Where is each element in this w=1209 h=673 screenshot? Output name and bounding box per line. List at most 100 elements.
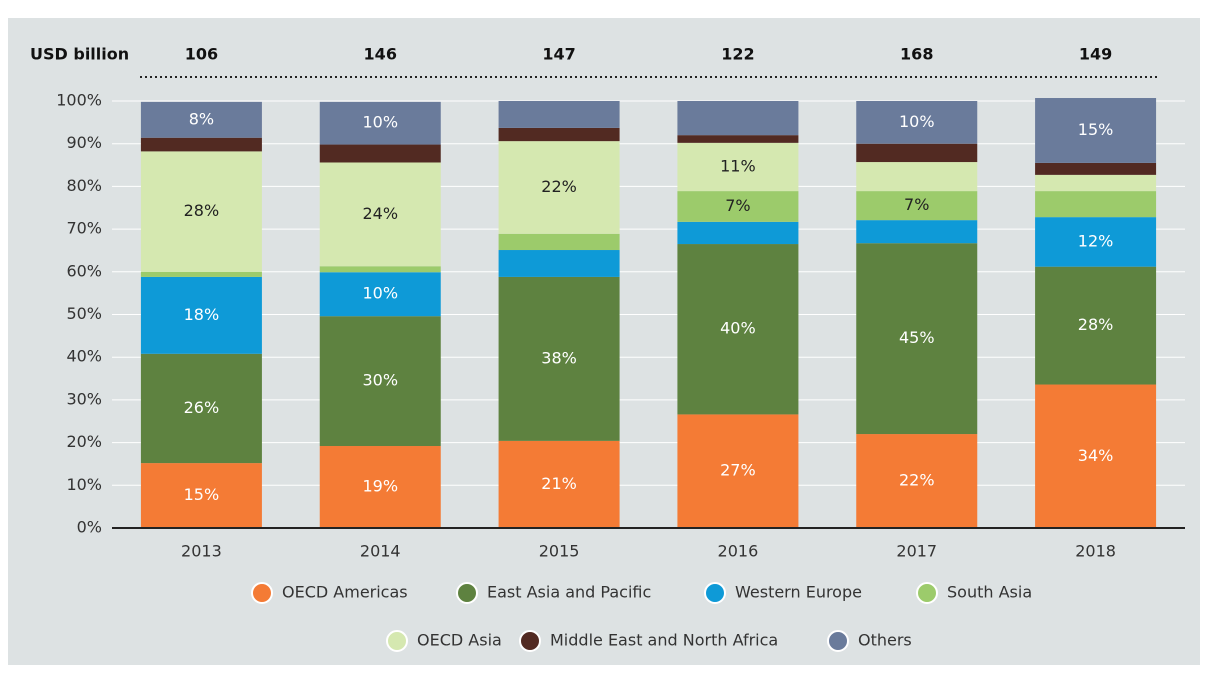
- value-label: 18%: [184, 305, 220, 324]
- x-tick-label: 2018: [1075, 542, 1116, 561]
- bar-segment: [677, 142, 799, 192]
- value-label: 28%: [184, 201, 220, 220]
- bar-segment: [498, 233, 620, 251]
- value-label: 45%: [899, 328, 935, 347]
- value-label: 10%: [899, 112, 935, 131]
- value-label: 8%: [189, 109, 214, 128]
- bar-segment: [319, 446, 441, 528]
- bar-segment: [1035, 174, 1157, 192]
- value-label: 12%: [1078, 231, 1114, 250]
- legend-label: OECD Asia: [417, 631, 502, 650]
- legend-swatch: [827, 630, 849, 652]
- y-tick-label: 0%: [77, 518, 102, 537]
- bar-segment: [677, 221, 799, 245]
- y-tick-label: 20%: [66, 432, 102, 451]
- bar-segment: [1035, 266, 1157, 385]
- y-tick-label: 60%: [66, 261, 102, 280]
- bar-segment: [677, 191, 799, 222]
- y-tick-label: 100%: [56, 91, 102, 110]
- total-label: 106: [185, 45, 218, 64]
- x-tick-label: 2015: [539, 542, 580, 561]
- legend-swatch: [916, 582, 938, 604]
- y-tick-label: 70%: [66, 219, 102, 238]
- total-label: 168: [900, 45, 933, 64]
- legend-label: South Asia: [947, 583, 1032, 602]
- bar-segment: [1035, 98, 1157, 163]
- value-label: 26%: [184, 398, 220, 417]
- bar-segment: [140, 463, 262, 528]
- value-label: 24%: [362, 204, 398, 223]
- legend-label: Middle East and North Africa: [550, 631, 778, 650]
- bar-segment: [498, 250, 620, 277]
- legend-swatch: [704, 582, 726, 604]
- legend-swatch: [456, 582, 478, 604]
- total-label: 122: [721, 45, 754, 64]
- y-tick-label: 50%: [66, 304, 102, 323]
- bar-segment: [498, 440, 620, 528]
- legend-label: Western Europe: [735, 583, 862, 602]
- y-tick-label: 40%: [66, 347, 102, 366]
- legend-label: East Asia and Pacific: [487, 583, 651, 602]
- value-label: 28%: [1078, 315, 1114, 334]
- total-label: 149: [1079, 45, 1112, 64]
- y-tick-label: 30%: [66, 389, 102, 408]
- bar-segment: [319, 266, 441, 273]
- bar-segment: [1035, 384, 1157, 528]
- y-tick-label: 10%: [66, 475, 102, 494]
- x-tick-label: 2014: [360, 542, 401, 561]
- x-tick-label: 2013: [181, 542, 222, 561]
- bar-segment: [319, 101, 441, 145]
- value-label: 10%: [362, 113, 398, 132]
- value-label: 22%: [899, 471, 935, 490]
- legend-label: OECD Americas: [282, 583, 408, 602]
- bar-segment: [498, 101, 620, 128]
- value-label: 7%: [904, 195, 929, 214]
- totals-label: USD billion: [30, 45, 129, 64]
- total-label: 147: [542, 45, 575, 64]
- value-label: 10%: [362, 284, 398, 303]
- bar-segment: [856, 243, 978, 435]
- bar-segment: [856, 191, 978, 221]
- value-label: 38%: [541, 348, 577, 367]
- total-label: 146: [364, 45, 397, 64]
- bar-segment: [319, 162, 441, 267]
- legend-label: Others: [858, 631, 912, 650]
- value-label: 22%: [541, 177, 577, 196]
- bar-segment: [677, 101, 799, 136]
- bar-segment: [140, 271, 262, 277]
- value-label: 27%: [720, 461, 756, 480]
- bar-segment: [677, 244, 799, 415]
- x-tick-label: 2017: [896, 542, 937, 561]
- value-label: 19%: [362, 477, 398, 496]
- bar-segment: [1035, 191, 1157, 218]
- x-tick-label: 2016: [718, 542, 759, 561]
- bar-segment: [498, 127, 620, 142]
- legend-swatch: [519, 630, 541, 652]
- bar-segment: [140, 151, 262, 272]
- value-label: 30%: [362, 371, 398, 390]
- bar-segment: [856, 101, 978, 144]
- value-label: 7%: [725, 196, 750, 215]
- value-label: 21%: [541, 474, 577, 493]
- bar-segment: [319, 144, 441, 163]
- value-label: 15%: [1078, 120, 1114, 139]
- bar-segment: [140, 137, 262, 152]
- bar-segment: [677, 135, 799, 143]
- legend-swatch: [251, 582, 273, 604]
- bar-segment: [1035, 217, 1157, 267]
- bar-segment: [856, 220, 978, 244]
- value-label: 34%: [1078, 446, 1114, 465]
- bar-segment: [319, 272, 441, 317]
- bar-segment: [1035, 162, 1157, 175]
- value-label: 40%: [720, 319, 756, 338]
- bar-segment: [856, 434, 978, 528]
- bar-segment: [498, 276, 620, 441]
- bar-segment: [856, 143, 978, 163]
- bar-segment: [140, 101, 262, 138]
- legend-swatch: [386, 630, 408, 652]
- bar-segment: [319, 316, 441, 447]
- bar-segment: [140, 276, 262, 354]
- y-tick-label: 80%: [66, 176, 102, 195]
